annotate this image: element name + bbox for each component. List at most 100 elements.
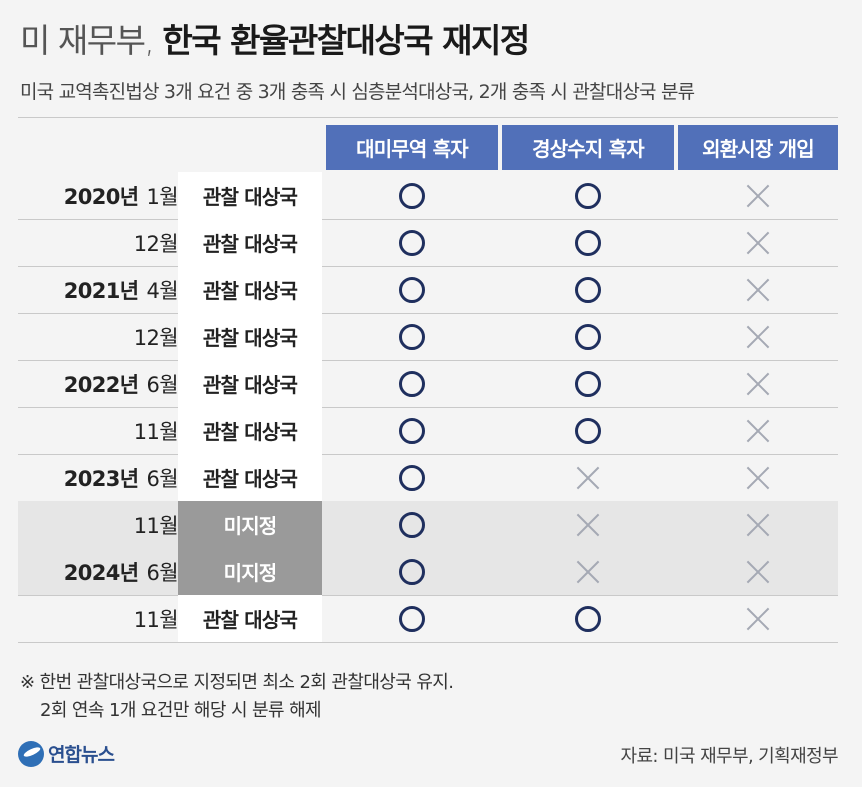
logo-text: 연합뉴스	[48, 744, 115, 766]
yonhap-logo: 연합뉴스	[18, 740, 115, 767]
date-cell: 12월	[18, 313, 179, 360]
date-cell: 2022년 6월	[18, 360, 179, 407]
year-label: 2023년	[63, 466, 139, 491]
table-row: 11월 미지정	[18, 501, 838, 548]
criterion-cell	[678, 313, 838, 360]
year-label: 2024년	[63, 560, 139, 585]
row-divider	[18, 407, 838, 408]
month-label: 1월	[146, 184, 179, 209]
circle-icon	[399, 605, 425, 632]
criterion-cell	[326, 219, 498, 266]
cross-icon	[745, 512, 771, 538]
criterion-cell	[326, 407, 498, 454]
circle-icon	[399, 229, 425, 256]
circle-icon	[575, 229, 601, 256]
table-row: 2020년 1월 관찰 대상국	[18, 172, 838, 219]
criterion-cell	[326, 454, 498, 501]
row-divider	[18, 360, 838, 361]
month-label: 6월	[146, 372, 179, 397]
circle-icon	[399, 511, 425, 538]
status-cell: 미지정	[178, 501, 322, 548]
row-divider	[18, 454, 838, 455]
date-cell: 11월	[18, 407, 179, 454]
year-label: 2020년	[63, 184, 139, 209]
month-label: 6월	[146, 560, 179, 585]
status-cell: 관찰 대상국	[178, 595, 322, 642]
circle-icon	[399, 558, 425, 585]
month-label: 11월	[133, 607, 179, 632]
footnote-line-1: ※ 한번 관찰대상국으로 지정되면 최소 2회 관찰대상국 유지.	[20, 672, 454, 693]
row-divider	[18, 219, 838, 220]
source-credit: 자료: 미국 재무부, 기획재정부	[620, 746, 839, 767]
cross-icon	[745, 277, 771, 303]
criterion-cell	[326, 266, 498, 313]
title-main: 한국 환율관찰대상국 재지정	[162, 21, 530, 60]
criterion-cell	[326, 595, 498, 642]
criterion-cell	[326, 501, 498, 548]
criterion-cell	[678, 548, 838, 595]
date-cell: 2023년 6월	[18, 454, 179, 501]
date-cell: 2020년 1월	[18, 172, 179, 219]
table-row: 12월 관찰 대상국	[18, 313, 838, 360]
row-divider	[18, 595, 838, 596]
cross-icon	[745, 183, 771, 209]
status-cell: 관찰 대상국	[178, 266, 322, 313]
cross-icon	[745, 559, 771, 585]
month-label: 12월	[133, 231, 179, 256]
cross-icon	[575, 465, 601, 491]
cross-icon	[745, 465, 771, 491]
criterion-cell	[502, 501, 674, 548]
date-cell: 12월	[18, 219, 179, 266]
status-cell: 관찰 대상국	[178, 407, 322, 454]
table-row: 11월 관찰 대상국	[18, 407, 838, 454]
date-cell: 11월	[18, 501, 179, 548]
year-label: 2022년	[63, 372, 139, 397]
cross-icon	[745, 230, 771, 256]
cross-icon	[745, 606, 771, 632]
criterion-cell	[678, 266, 838, 313]
criterion-cell	[678, 360, 838, 407]
criterion-cell	[502, 360, 674, 407]
row-divider	[18, 313, 838, 314]
date-cell: 2024년 6월	[18, 548, 179, 595]
criterion-cell	[502, 595, 674, 642]
cross-icon	[745, 418, 771, 444]
yonhap-logo-icon	[18, 740, 44, 767]
month-label: 6월	[146, 466, 179, 491]
criterion-cell	[678, 172, 838, 219]
footnote-line-2: 2회 연속 1개 요건만 해당 시 분류 해제	[40, 700, 322, 721]
criterion-cell	[326, 360, 498, 407]
circle-icon	[575, 605, 601, 632]
criterion-cell	[326, 172, 498, 219]
criterion-cell	[678, 407, 838, 454]
circle-icon	[399, 417, 425, 444]
table-row: 12월 관찰 대상국	[18, 219, 838, 266]
criterion-cell	[502, 454, 674, 501]
status-cell: 관찰 대상국	[178, 219, 322, 266]
circle-icon	[399, 182, 425, 209]
column-header-fx-intervention: 외환시장 개입	[678, 125, 838, 170]
cross-icon	[745, 371, 771, 397]
divider	[18, 117, 838, 118]
cross-icon	[745, 324, 771, 350]
circle-icon	[399, 323, 425, 350]
page-title: 미 재무부, 한국 환율관찰대상국 재지정	[20, 14, 530, 62]
circle-icon	[399, 464, 425, 491]
column-header-trade-surplus: 대미무역 흑자	[326, 125, 498, 170]
table-row: 2023년 6월 관찰 대상국	[18, 454, 838, 501]
criterion-cell	[502, 266, 674, 313]
criterion-cell	[678, 501, 838, 548]
criterion-cell	[502, 219, 674, 266]
month-label: 11월	[133, 513, 179, 538]
status-cell: 관찰 대상국	[178, 313, 322, 360]
date-cell: 11월	[18, 595, 179, 642]
criterion-cell	[678, 219, 838, 266]
criterion-cell	[502, 407, 674, 454]
table-row: 2021년 4월 관찰 대상국	[18, 266, 838, 313]
criterion-cell	[678, 595, 838, 642]
criterion-cell	[502, 548, 674, 595]
table-row: 2024년 6월 미지정	[18, 548, 838, 595]
month-label: 12월	[133, 325, 179, 350]
status-cell: 관찰 대상국	[178, 172, 322, 219]
circle-icon	[575, 417, 601, 444]
